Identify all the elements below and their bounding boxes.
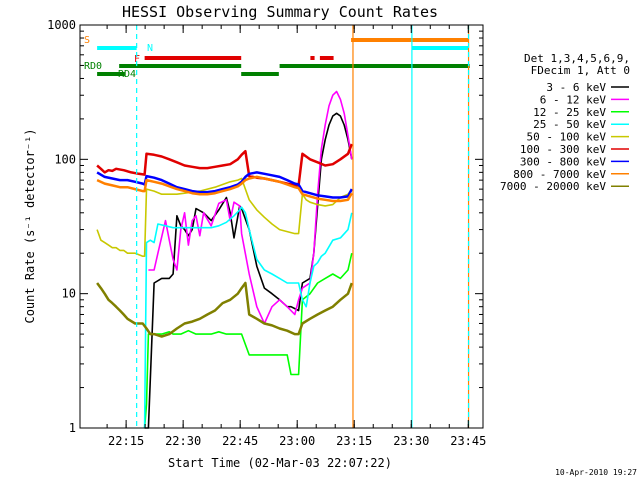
legend-entry-label: 50 - 100 keV [527,131,607,144]
x-tick-label: 23:00 [279,434,315,448]
x-tick-label: 22:30 [165,434,201,448]
series-line-12-25-kev [143,253,353,429]
state-bar-label-f: F [134,54,140,65]
series-line-6-12-kev [148,90,353,325]
timestamp: 10-Apr-2010 19:27 [555,468,637,477]
x-tick-label: 22:45 [222,434,258,448]
series-line-100-300-kev [96,143,353,187]
series-lines [96,90,353,429]
x-tick-label: 22:15 [108,434,144,448]
legend-entry-label: 3 - 6 keV [546,81,606,94]
state-bar-label-s: S [84,35,90,46]
legend-entry-label: 300 - 800 keV [520,155,606,168]
series-line-7000-20000-kev [96,281,353,338]
legend-entry-label: 6 - 12 keV [540,93,607,106]
state-bar-label-rd0: RD0 [84,61,102,72]
series-line-800-7000-kev [96,175,353,203]
series-line-300-800-kev [96,171,353,199]
y-axis: 1 10 100 1000 [47,18,483,435]
plot-frame [79,24,484,429]
legend-entry-label: 800 - 7000 keV [513,168,606,181]
state-bar-label-rd4: RD4 [118,69,136,80]
y-tick-label: 100 [54,152,76,166]
vertical-markers [136,25,470,428]
y-axis-label: Count Rate (s⁻¹ detector⁻¹) [23,128,37,323]
legend: Det 1,3,4,5,6,9,FDecim 1, Att 0 3 - 6 keV… [500,52,630,193]
x-axis-label: Start Time (02-Mar-03 22:07:22) [168,456,392,470]
legend-header-line: Det 1,3,4,5,6,9, [524,52,630,65]
x-axis: 22:15 22:30 22:45 23:00 23:15 23:30 23:45 [106,25,486,448]
legend-entry-label: 100 - 300 keV [520,143,606,156]
legend-entry-label: 12 - 25 keV [533,106,606,119]
state-bar-label-n: N [147,43,153,54]
x-tick-label: 23:15 [336,434,372,448]
x-tick-label: 23:45 [450,434,486,448]
series-line-50-100-kev [96,177,353,258]
series-line-25-50-kev [143,206,353,429]
chart-title: HESSI Observing Summary Count Rates [122,3,438,21]
x-tick-label: 23:30 [393,434,429,448]
legend-entry-label: 7000 - 20000 keV [500,180,606,193]
legend-entry-label: 25 - 50 keV [533,118,606,131]
y-tick-label: 1 [69,421,76,435]
legend-header-line: FDecim 1, Att 0 [531,64,630,77]
state-bars: S NF RD0 RD4 [84,35,470,80]
y-tick-label: 10 [62,287,76,301]
y-tick-label: 1000 [47,18,76,32]
